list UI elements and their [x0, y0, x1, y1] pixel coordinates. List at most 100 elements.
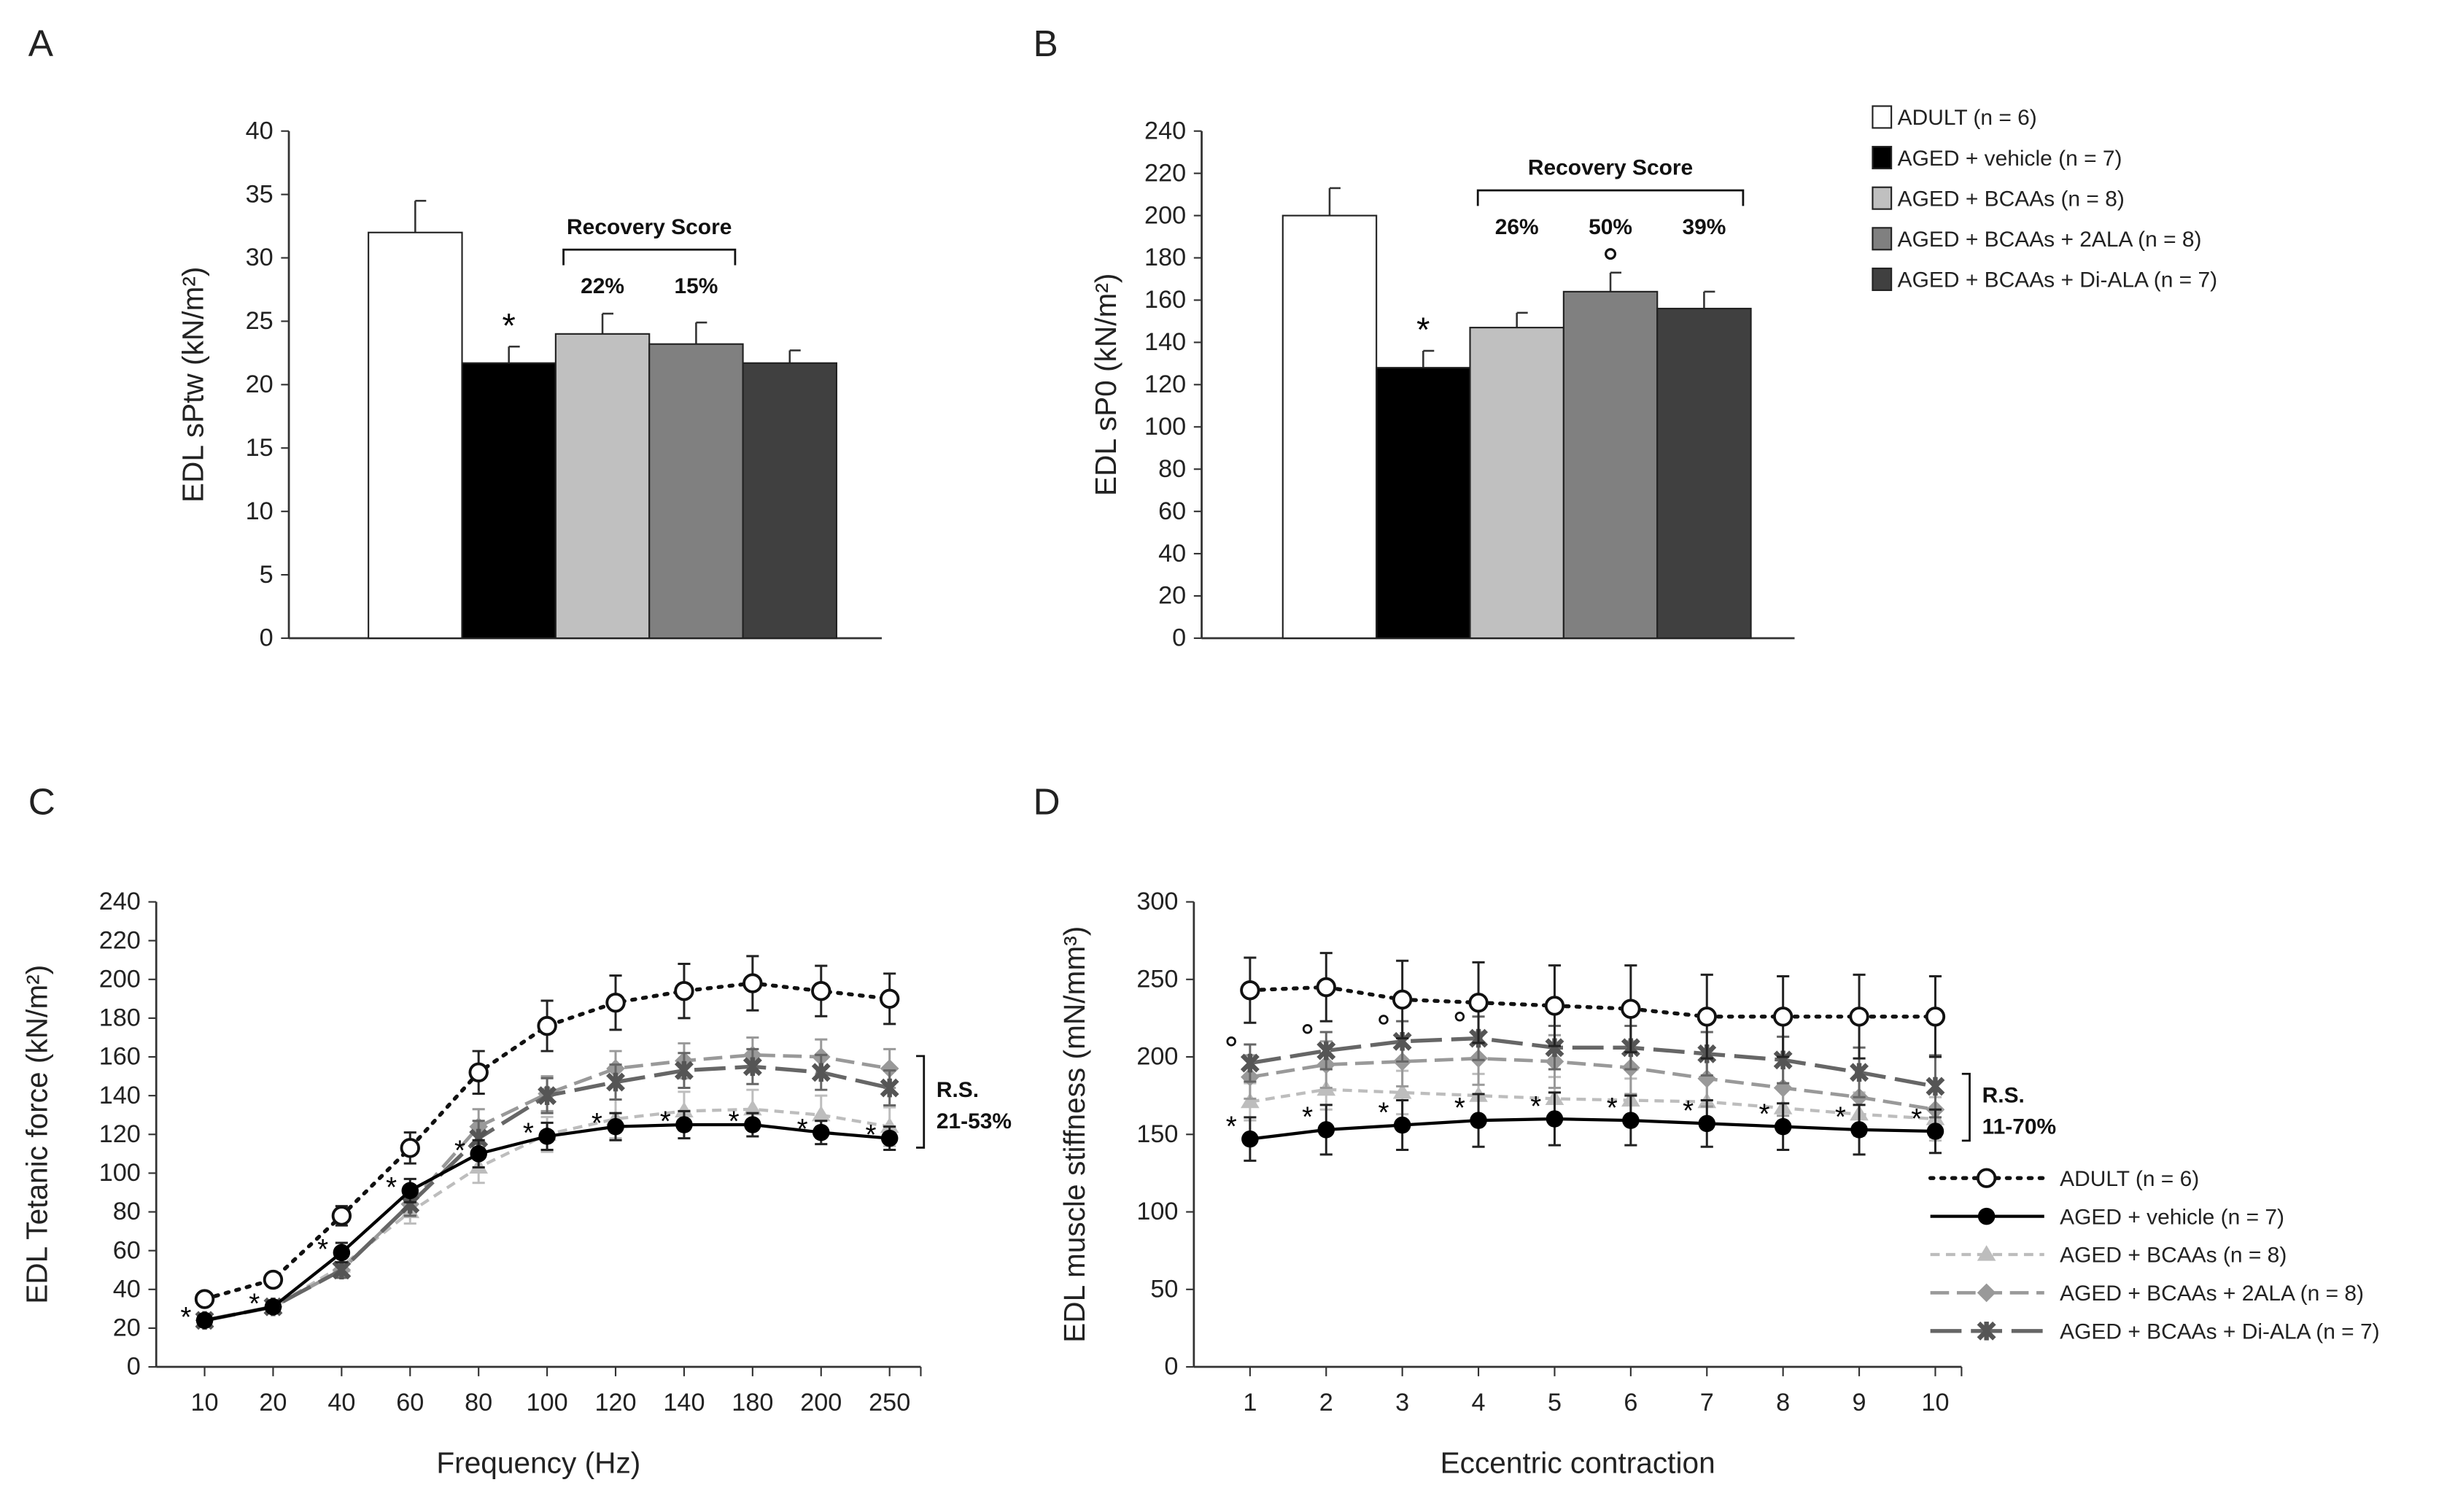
x-tick-label: 9 — [1853, 1389, 1866, 1416]
x-tick-label: 10 — [1921, 1389, 1949, 1416]
marker-open-circle — [468, 1062, 489, 1082]
y-tick-label: 80 — [113, 1198, 141, 1225]
legend-label: AGED + BCAAs (n = 8) — [1898, 187, 2125, 211]
marker-diamond — [1977, 1283, 1996, 1303]
marker-triangle — [880, 1117, 899, 1133]
y-tick-label: 200 — [1136, 1043, 1178, 1071]
significance-star: * — [729, 1106, 740, 1138]
recovery-bracket — [1961, 1072, 1971, 1142]
marker-filled-circle — [1698, 1114, 1716, 1133]
marker-open-circle — [1772, 1007, 1793, 1027]
marker-filled-circle — [675, 1116, 693, 1133]
marker-filled-circle — [607, 1117, 624, 1136]
marker-filled-circle — [264, 1298, 282, 1316]
x-tick-label: 10 — [190, 1389, 218, 1416]
significance-star: * — [1911, 1104, 1922, 1135]
marker-diamond — [1697, 1069, 1717, 1088]
marker-triangle — [1977, 1245, 1996, 1261]
legend-swatch — [1872, 105, 1893, 129]
significance-star: * — [523, 1117, 534, 1149]
series-1 — [1241, 1091, 1944, 1162]
marker-star — [332, 1260, 352, 1280]
y-tick-label: 100 — [1136, 1198, 1178, 1225]
significance-star: * — [1607, 1093, 1618, 1124]
x-tick-label: 2 — [1319, 1389, 1333, 1416]
marker-open-circle — [263, 1269, 284, 1290]
y-tick-label: 35 — [246, 180, 274, 208]
marker-open-circle — [1316, 977, 1336, 998]
marker-star — [1850, 1063, 1869, 1082]
y-tick-label: 160 — [99, 1043, 141, 1071]
marker-star — [674, 1061, 694, 1080]
bar — [742, 362, 838, 640]
marker-star — [1926, 1077, 1945, 1096]
marker-filled-circle — [1470, 1112, 1487, 1129]
y-tick-label: 150 — [1136, 1120, 1178, 1148]
y-tick-label: 5 — [260, 561, 274, 589]
x-tick-label: 8 — [1776, 1389, 1790, 1416]
marker-diamond — [880, 1059, 899, 1078]
bar — [1562, 290, 1659, 640]
y-tick-label: 140 — [99, 1082, 141, 1109]
legend-label: ADULT (n = 6) — [1898, 106, 2037, 130]
y-tick-label: 240 — [1144, 117, 1186, 144]
legend-label: AGED + BCAAs + Di-ALA (n = 7) — [2060, 1320, 2379, 1344]
y-tick-label: 160 — [1144, 286, 1186, 314]
marker-filled-circle — [1317, 1121, 1335, 1139]
significance-star: * — [797, 1114, 808, 1145]
legend-swatch — [1872, 186, 1893, 210]
significance-star: * — [1530, 1091, 1541, 1123]
marker-open-circle — [331, 1206, 352, 1226]
y-tick-label: 10 — [246, 497, 274, 525]
marker-filled-circle — [1850, 1121, 1868, 1139]
marker-open-circle — [879, 988, 900, 1009]
y-tick-label: 120 — [1144, 371, 1186, 398]
series-4 — [195, 1047, 899, 1330]
marker-star — [742, 1057, 762, 1077]
x-axis-title: Frequency (Hz) — [436, 1446, 640, 1480]
series-line — [204, 1053, 891, 1322]
series-line — [204, 1123, 890, 1322]
recovery-bracket — [562, 248, 737, 265]
series-1 — [195, 1109, 899, 1330]
y-axis-title: EDL muscle stiffness (mN/mm³) — [1058, 926, 1091, 1343]
y-tick-label: 300 — [1136, 888, 1178, 915]
marker-star — [880, 1078, 899, 1098]
bar — [554, 333, 651, 640]
y-tick-label: 100 — [99, 1159, 141, 1187]
series-0 — [194, 955, 900, 1309]
marker-open-circle — [194, 1289, 215, 1309]
significance-star: * — [1835, 1102, 1846, 1133]
marker-filled-circle — [1241, 1130, 1259, 1148]
legend-swatch — [1872, 146, 1893, 170]
significance-circle — [1454, 1012, 1465, 1022]
series-line — [1249, 1117, 1936, 1141]
series-line — [1249, 1036, 1936, 1089]
legend-label: AGED + vehicle (n = 7) — [2060, 1205, 2284, 1229]
significance-star: * — [249, 1288, 260, 1319]
x-tick-label: 7 — [1700, 1389, 1714, 1416]
significance-circle — [1605, 248, 1617, 260]
marker-filled-circle — [880, 1129, 899, 1147]
series-line — [1249, 1088, 1936, 1121]
bar — [1656, 307, 1752, 640]
marker-filled-circle — [401, 1182, 419, 1200]
marker-triangle — [811, 1105, 831, 1122]
marker-triangle — [675, 1101, 694, 1117]
x-tick-label: 120 — [594, 1389, 636, 1416]
marker-open-circle — [1468, 992, 1489, 1013]
recovery-score-title: Recovery Score — [567, 215, 732, 239]
recovery-bracket — [916, 1055, 926, 1149]
marker-triangle — [1241, 1092, 1260, 1109]
panel-label: A — [28, 23, 54, 64]
x-tick-label: 3 — [1395, 1389, 1409, 1416]
panel-label: C — [28, 781, 55, 823]
y-tick-label: 60 — [1158, 497, 1186, 525]
legend-label: AGED + BCAAs + 2ALA (n = 8) — [2060, 1282, 2364, 1306]
marker-open-circle — [674, 981, 694, 1001]
marker-triangle — [743, 1099, 762, 1116]
y-tick-label: 200 — [99, 965, 141, 993]
x-tick-label: 60 — [396, 1389, 424, 1416]
recovery-score-value: 15% — [674, 274, 718, 298]
y-tick-label: 30 — [246, 244, 274, 271]
